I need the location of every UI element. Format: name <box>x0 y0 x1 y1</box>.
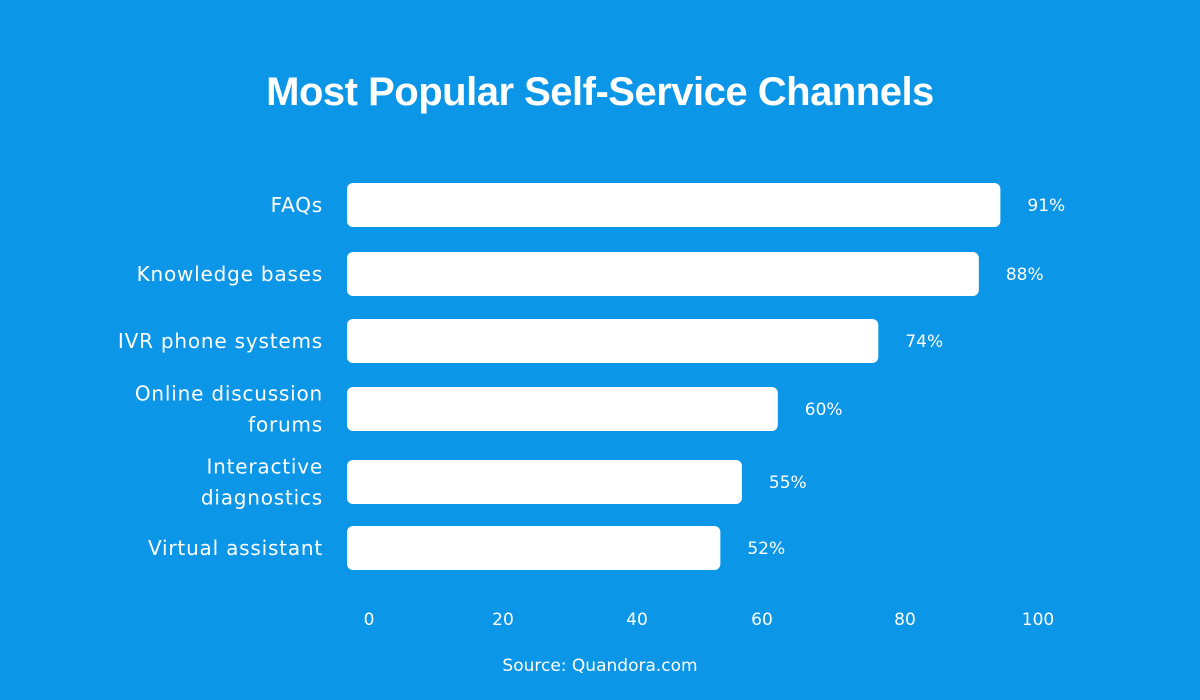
x-tick-label: 0 <box>364 610 375 630</box>
category-label: FAQs <box>271 193 323 217</box>
bar <box>347 387 778 431</box>
x-tick-label: 80 <box>894 610 916 630</box>
category-label: Knowledge bases <box>137 262 323 286</box>
bar <box>347 460 742 504</box>
category-label: forums <box>248 413 323 437</box>
value-label: 52% <box>747 539 785 559</box>
value-label: 55% <box>769 473 807 493</box>
value-label: 60% <box>805 400 843 420</box>
category-label: Virtual assistant <box>148 536 323 560</box>
x-tick-label: 60 <box>751 610 773 630</box>
category-label: Online discussion <box>135 382 323 406</box>
chart-title: Most Popular Self-Service Channels <box>266 70 934 114</box>
category-label: IVR phone systems <box>118 329 323 353</box>
category-label: diagnostics <box>201 486 323 510</box>
value-label: 91% <box>1027 196 1065 216</box>
x-tick-label: 100 <box>1022 610 1054 630</box>
value-label: 88% <box>1006 265 1044 285</box>
bar <box>347 319 879 363</box>
category-label: Interactive <box>206 455 323 479</box>
value-label: 74% <box>905 332 943 352</box>
bar <box>347 183 1001 227</box>
x-tick-label: 40 <box>626 610 648 630</box>
x-tick-label: 20 <box>492 610 514 630</box>
bar <box>347 526 721 570</box>
source-note: Source: Quandora.com <box>502 656 698 676</box>
bar <box>347 252 979 296</box>
